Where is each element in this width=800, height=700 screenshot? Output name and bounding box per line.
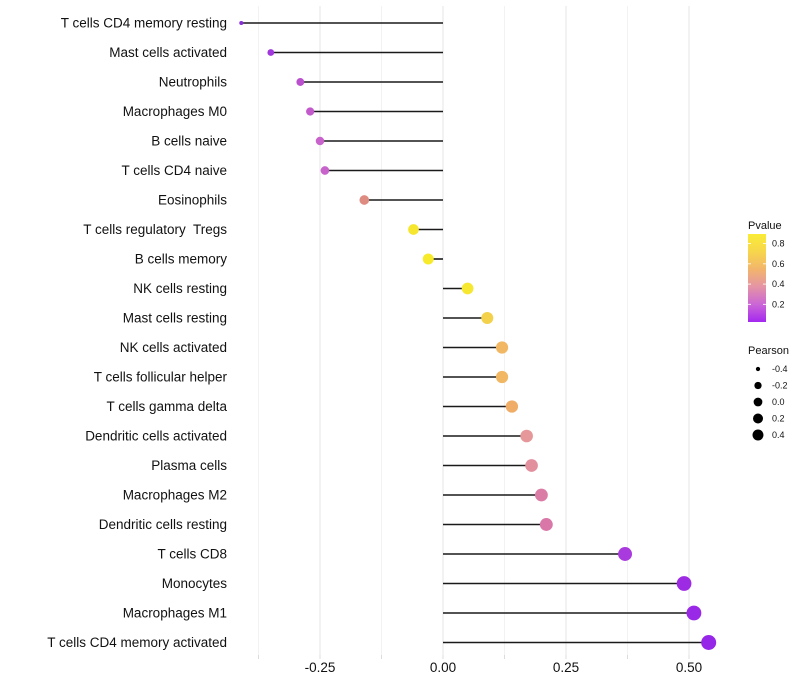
lollipop-point: [520, 429, 533, 443]
y-axis-label: NK cells activated: [120, 340, 227, 355]
pvalue-legend-title: Pvalue: [748, 220, 782, 232]
pvalue-legend-tick-label: 0.8: [772, 239, 785, 249]
pearson-legend-size-label: 0.2: [772, 414, 785, 424]
y-axis-label: Macrophages M2: [123, 488, 227, 503]
y-axis-label: T cells CD4 memory resting: [61, 16, 227, 31]
pearson-legend-dot: [752, 429, 764, 441]
lollipop-point: [267, 49, 275, 56]
y-axis-label: T cells regulatory Tregs: [83, 222, 227, 237]
lollipop-point: [495, 370, 509, 384]
pvalue-legend: Pvalue 0.8 0.6 0.4 0.2: [748, 220, 785, 322]
x-axis-labels-group: -0.25 0.00 0.25 0.50: [305, 660, 703, 675]
lollipop-point: [461, 282, 474, 295]
pearson-legend-dot: [753, 397, 763, 407]
lollipop-point: [481, 312, 494, 324]
lollipop-point: [296, 78, 305, 86]
pvalue-legend-tick-label: 0.6: [772, 259, 785, 269]
y-axis-labels-group: T cells CD4 memory resting Mast cells act…: [47, 16, 227, 651]
y-axis-label: Mast cells activated: [109, 45, 227, 60]
lollipop-point: [505, 400, 519, 413]
y-axis-label: Macrophages M1: [123, 606, 227, 621]
y-axis-label: T cells CD8: [157, 547, 227, 562]
y-axis-label: NK cells resting: [133, 281, 227, 296]
lollipop-point: [306, 107, 315, 116]
pearson-legend-size-label: 0.4: [772, 430, 785, 440]
y-axis-label: B cells memory: [135, 252, 228, 267]
lollipop-point: [618, 547, 633, 561]
lollipop-point: [686, 605, 702, 621]
pvalue-legend-tick-label: 0.4: [772, 279, 785, 289]
y-axis-label: T cells follicular helper: [94, 370, 228, 385]
gridlines-group: [258, 6, 690, 659]
y-axis-label: Plasma cells: [151, 458, 227, 473]
pearson-legend-dot: [754, 381, 762, 390]
pearson-legend-dot: [755, 366, 761, 372]
x-axis-tick-label: 0.00: [430, 660, 456, 675]
pvalue-colorbar: [748, 234, 766, 322]
lollipop-point: [315, 136, 325, 146]
x-axis-tick-label: 0.25: [553, 660, 579, 675]
y-axis-label: Mast cells resting: [123, 311, 227, 326]
y-axis-label: Dendritic cells activated: [85, 429, 227, 444]
y-axis-label: Dendritic cells resting: [99, 517, 227, 532]
lollipop-point: [408, 224, 419, 235]
y-axis-label: Macrophages M0: [123, 104, 227, 119]
lollipop-point: [320, 166, 330, 175]
stems-group: [241, 22, 709, 644]
lollipop-point: [359, 195, 370, 205]
y-axis-label: Eosinophils: [158, 193, 227, 208]
lollipop-point: [422, 253, 434, 265]
x-axis-tick-label: 0.50: [676, 660, 702, 675]
pearson-legend-dot: [753, 413, 763, 424]
pearson-legend-title: Pearson: [748, 345, 789, 357]
pearson-legend-size-label: -0.4: [772, 364, 788, 374]
y-axis-label: Neutrophils: [159, 75, 228, 90]
y-axis-label: B cells naive: [151, 134, 227, 149]
y-axis-label: T cells CD4 naive: [121, 163, 227, 178]
lollipop-point: [676, 576, 692, 591]
y-axis-label: Monocytes: [162, 576, 228, 591]
lollipop-point: [495, 341, 509, 354]
y-axis-label: T cells gamma delta: [106, 399, 227, 414]
lollipop-point: [534, 488, 548, 502]
lollipop-point: [239, 21, 244, 25]
pearson-legend: Pearson -0.4 -0.2 0.0 0.2 0.4: [748, 345, 789, 441]
lollipop-point: [701, 635, 717, 650]
pearson-legend-size-label: 0.0: [772, 397, 785, 407]
lollipop-point: [525, 459, 538, 472]
x-axis-tick-label: -0.25: [305, 660, 336, 675]
pvalue-legend-tick-label: 0.2: [772, 299, 785, 309]
pearson-legend-size-label: -0.2: [772, 381, 788, 391]
points-group: [239, 21, 717, 650]
y-axis-label: T cells CD4 memory activated: [47, 635, 227, 650]
lollipop-point: [539, 518, 553, 531]
